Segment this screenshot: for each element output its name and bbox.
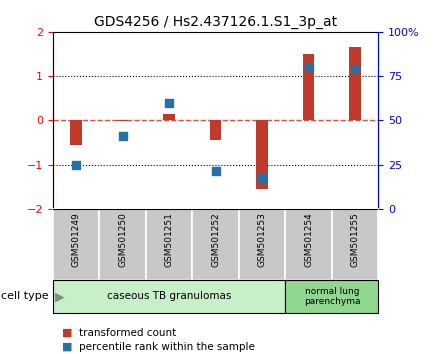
Bar — [53, 280, 286, 313]
Text: caseous TB granulomas: caseous TB granulomas — [107, 291, 231, 302]
Point — [352, 67, 359, 72]
Text: ■: ■ — [62, 342, 72, 352]
Bar — [286, 209, 332, 280]
Bar — [192, 209, 239, 280]
Text: ■: ■ — [62, 328, 72, 338]
Text: GSM501250: GSM501250 — [118, 212, 127, 267]
Text: GSM501252: GSM501252 — [211, 212, 220, 267]
Text: GSM501253: GSM501253 — [257, 212, 267, 267]
Title: GDS4256 / Hs2.437126.1.S1_3p_at: GDS4256 / Hs2.437126.1.S1_3p_at — [94, 16, 337, 29]
Bar — [239, 209, 286, 280]
Bar — [210, 120, 221, 140]
Text: percentile rank within the sample: percentile rank within the sample — [79, 342, 255, 352]
Text: transformed count: transformed count — [79, 328, 176, 338]
Bar — [163, 114, 175, 120]
Bar — [70, 120, 82, 145]
Bar — [117, 120, 128, 121]
Point — [212, 169, 219, 174]
Bar — [349, 47, 361, 120]
Text: GSM501249: GSM501249 — [72, 212, 81, 267]
Text: normal lung
parenchyma: normal lung parenchyma — [304, 287, 360, 306]
Point — [119, 133, 126, 139]
Bar — [146, 209, 192, 280]
Point — [73, 162, 80, 167]
Text: ▶: ▶ — [51, 290, 64, 303]
Text: GSM501251: GSM501251 — [165, 212, 174, 267]
Point — [259, 175, 266, 181]
Bar — [332, 209, 378, 280]
Point — [305, 64, 312, 70]
Bar — [303, 54, 315, 120]
Text: GSM501255: GSM501255 — [351, 212, 359, 267]
Text: GSM501254: GSM501254 — [304, 212, 313, 267]
Bar — [256, 120, 268, 189]
Bar — [99, 209, 146, 280]
Text: cell type: cell type — [1, 291, 48, 302]
Point — [165, 100, 172, 105]
Bar — [286, 280, 378, 313]
Bar — [53, 209, 99, 280]
